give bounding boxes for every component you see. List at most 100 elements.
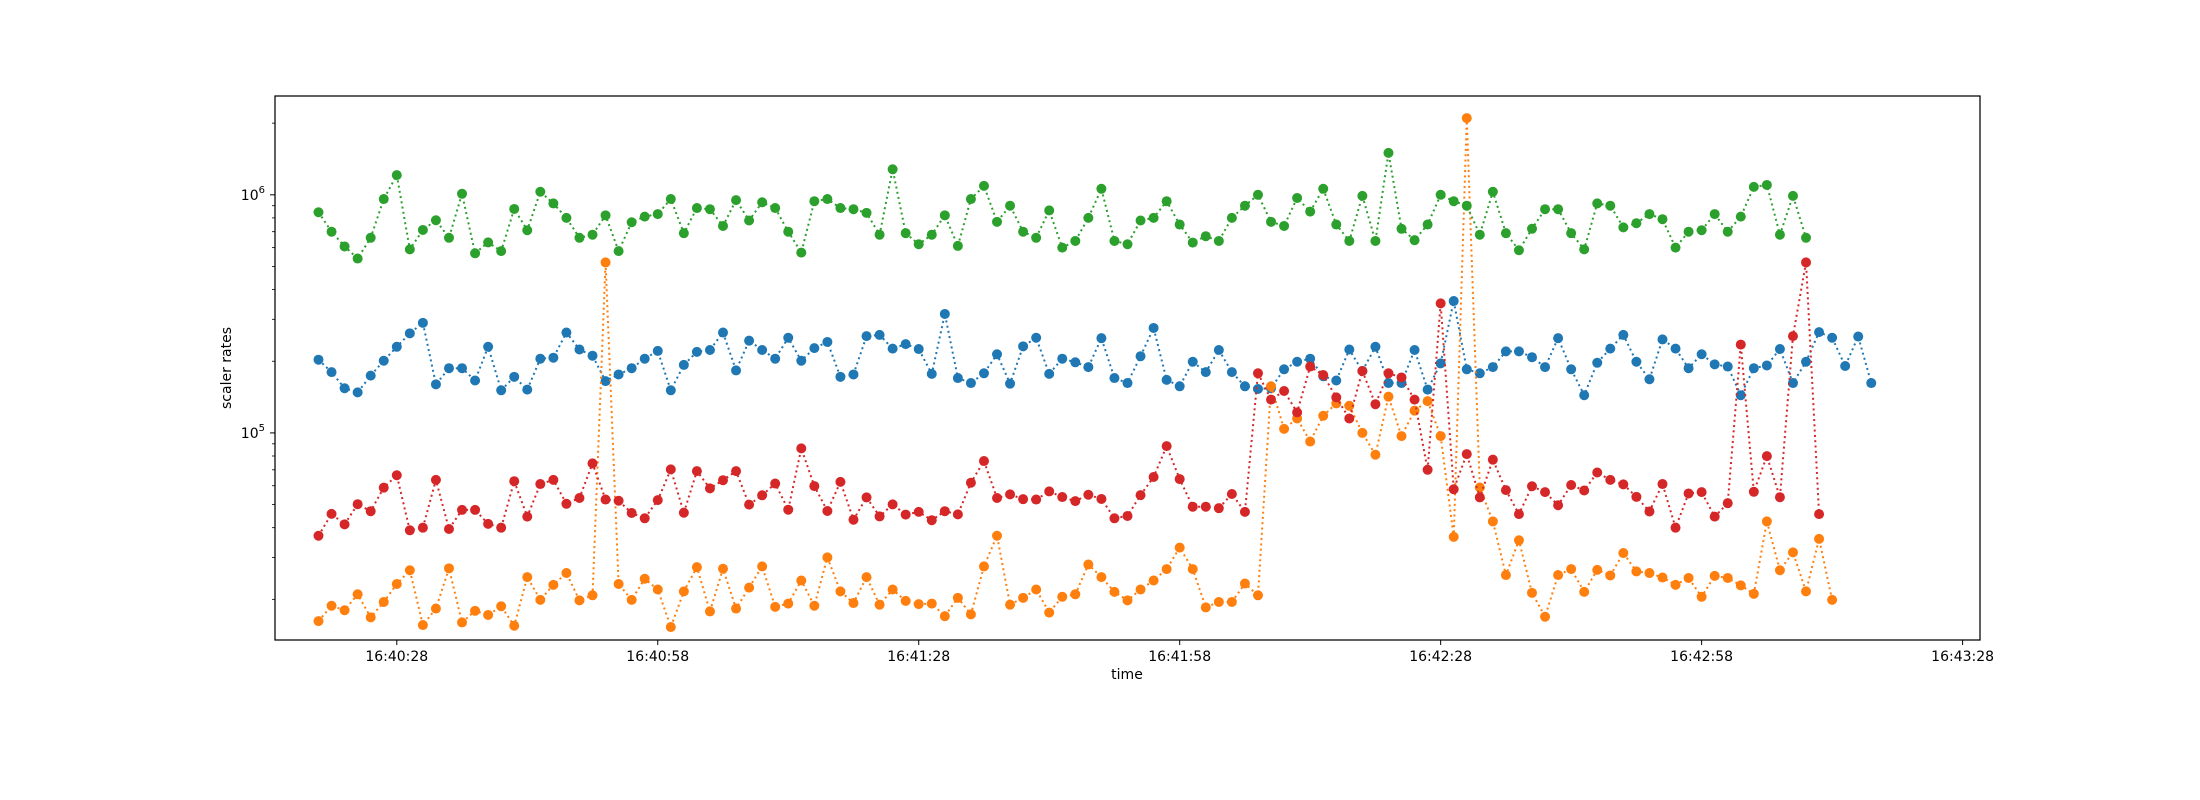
data-point xyxy=(561,568,572,579)
data-point xyxy=(1500,228,1511,239)
data-point xyxy=(913,239,924,250)
data-point xyxy=(1814,327,1825,338)
data-point xyxy=(509,476,520,487)
data-point xyxy=(430,215,441,226)
data-point xyxy=(1096,493,1107,504)
data-point xyxy=(1083,559,1094,570)
data-point xyxy=(887,343,898,354)
data-point xyxy=(587,350,598,361)
data-point xyxy=(1161,441,1172,452)
data-point xyxy=(600,376,611,387)
data-point xyxy=(731,466,742,477)
data-point xyxy=(744,335,755,346)
data-point xyxy=(1787,331,1798,342)
data-point xyxy=(900,595,911,606)
data-point xyxy=(1096,183,1107,194)
data-point xyxy=(1644,506,1655,517)
data-point xyxy=(835,203,846,214)
data-point xyxy=(1266,216,1277,227)
data-point xyxy=(665,464,676,475)
data-point xyxy=(1787,547,1798,558)
data-point xyxy=(1801,232,1812,243)
data-point xyxy=(965,194,976,205)
data-point xyxy=(678,359,689,370)
data-point xyxy=(1683,226,1694,237)
data-point xyxy=(1540,487,1551,498)
data-point xyxy=(1774,492,1785,503)
data-point xyxy=(1200,501,1211,512)
data-point xyxy=(939,611,950,622)
data-point xyxy=(887,584,898,595)
data-point xyxy=(1513,509,1524,520)
data-point xyxy=(1553,500,1564,511)
data-point xyxy=(861,331,872,342)
data-point xyxy=(1018,341,1029,352)
data-point xyxy=(1618,479,1629,490)
data-point xyxy=(1122,378,1133,389)
data-point xyxy=(496,601,507,612)
data-point xyxy=(1709,209,1720,220)
data-point xyxy=(1735,580,1746,591)
data-point xyxy=(704,483,715,494)
data-point xyxy=(809,481,820,492)
data-point xyxy=(1109,235,1120,246)
data-point xyxy=(378,194,389,205)
data-point xyxy=(926,598,937,609)
data-point xyxy=(1135,584,1146,595)
data-point xyxy=(1579,485,1590,496)
plot-area xyxy=(313,113,1877,633)
data-point xyxy=(1383,391,1394,402)
data-point xyxy=(1396,431,1407,442)
data-point xyxy=(613,579,624,590)
data-point xyxy=(1305,361,1316,372)
data-point xyxy=(1748,181,1759,192)
data-point xyxy=(1579,390,1590,401)
data-point xyxy=(430,474,441,485)
data-point xyxy=(1722,572,1733,583)
y-tick-label: 106 xyxy=(241,185,265,204)
data-point xyxy=(1461,449,1472,460)
axes-frame xyxy=(274,95,1981,641)
data-point xyxy=(1070,235,1081,246)
data-point xyxy=(1318,183,1329,194)
data-point xyxy=(496,522,507,533)
data-point xyxy=(1005,599,1016,610)
data-point xyxy=(992,492,1003,503)
data-point xyxy=(561,327,572,338)
x-axis-label: time xyxy=(1111,667,1143,683)
data-point xyxy=(1735,211,1746,222)
data-point xyxy=(744,582,755,593)
data-point xyxy=(1787,190,1798,201)
data-point xyxy=(704,204,715,215)
data-point xyxy=(1213,344,1224,355)
data-point xyxy=(1252,590,1263,601)
x-tick-label: 16:42:58 xyxy=(1670,649,1733,665)
data-point xyxy=(770,203,781,214)
data-point xyxy=(1279,220,1290,231)
data-point xyxy=(1279,385,1290,396)
data-point xyxy=(1683,363,1694,374)
data-point xyxy=(1266,394,1277,405)
data-point xyxy=(417,620,428,631)
data-point xyxy=(587,229,598,240)
data-point xyxy=(1187,237,1198,248)
data-point xyxy=(913,344,924,355)
data-point xyxy=(678,586,689,597)
data-point xyxy=(731,603,742,614)
data-point xyxy=(1827,594,1838,605)
data-point xyxy=(1370,399,1381,410)
data-point xyxy=(952,240,963,251)
data-point xyxy=(626,594,637,605)
data-point xyxy=(1618,329,1629,340)
data-point xyxy=(665,622,676,633)
data-point xyxy=(992,530,1003,541)
data-point xyxy=(443,232,454,243)
data-point xyxy=(1031,494,1042,505)
data-point xyxy=(900,228,911,239)
data-point xyxy=(535,353,546,364)
data-point xyxy=(1096,572,1107,583)
data-point xyxy=(1474,482,1485,493)
data-point xyxy=(496,246,507,257)
data-point xyxy=(639,353,650,364)
data-point xyxy=(430,379,441,390)
